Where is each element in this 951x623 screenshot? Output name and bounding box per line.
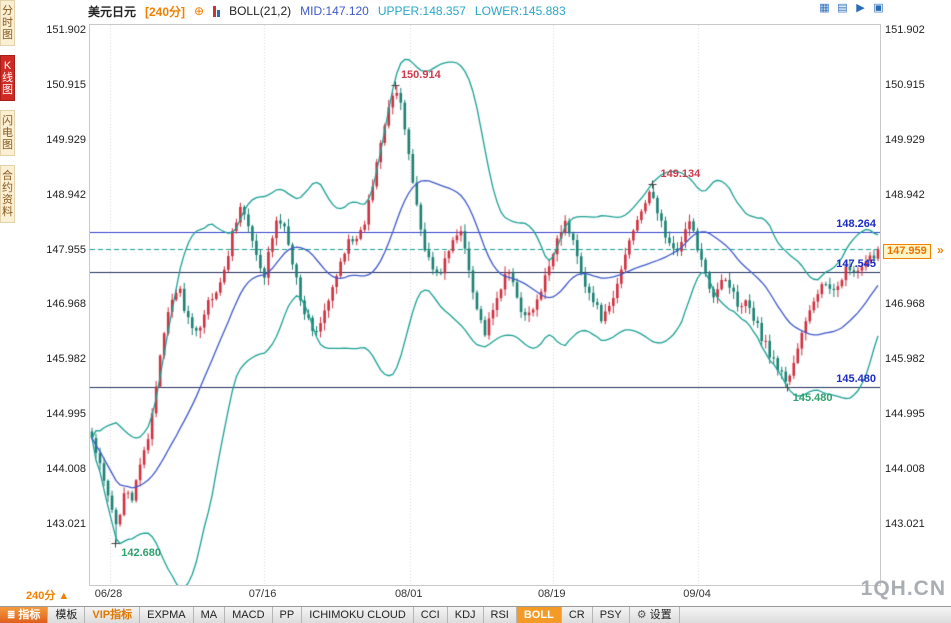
toolbar-item-rsi[interactable]: RSI <box>484 607 517 623</box>
symbol-name: 美元日元 <box>88 4 137 19</box>
toolbar-item-label: EXPMA <box>147 608 186 621</box>
y-axis-label-left: 148.942 <box>46 188 86 201</box>
sidebar-item-time-chart[interactable]: 分时图 <box>0 0 15 46</box>
toolbar-item-expma[interactable]: EXPMA <box>140 607 194 623</box>
toolbar-item-label: KDJ <box>454 608 476 621</box>
toolbar-item-cr[interactable]: CR <box>562 607 593 623</box>
toolbar-item-pp[interactable]: PP <box>273 607 303 623</box>
toolbar-item-label: 指标 <box>18 608 41 621</box>
y-axis-label-right: 145.982 <box>885 353 925 366</box>
arrange-windows-icon[interactable]: ▣ <box>873 2 884 14</box>
toolbar-item-label: RSI <box>490 608 509 621</box>
price-annotation: 145.480 <box>792 392 833 405</box>
toolbar-item-label: VIP指标 <box>92 608 133 621</box>
toolbar-item-kdj[interactable]: KDJ <box>448 607 484 623</box>
sidebar: 分时图 K线图闪电图合约资料 <box>0 0 15 623</box>
toolbar-item-indicators[interactable]: ≣ 指标 <box>0 607 49 623</box>
boll-lower-value: LOWER:145.883 <box>474 4 566 18</box>
footer-up-arrow-icon: ▲ <box>58 590 70 602</box>
toolbar-item-label: ICHIMOKU CLOUD <box>309 608 406 621</box>
indicator-name: BOLL(21,2) <box>229 4 292 18</box>
gear-icon: ⚙ <box>636 608 647 621</box>
toolbar-item-label: CR <box>568 608 585 621</box>
toolbar-item-boll[interactable]: BOLL <box>516 607 562 623</box>
toolbar-item-label: MACD <box>232 608 265 621</box>
x-axis-label: 08/01 <box>394 588 423 600</box>
y-axis-label-right: 144.008 <box>885 463 925 476</box>
price-annotation: 142.680 <box>121 546 162 559</box>
y-axis-label-left: 144.995 <box>46 408 86 421</box>
y-axis-label-right: 149.929 <box>885 133 925 146</box>
y-axis-label-right: 146.968 <box>885 298 925 311</box>
toolbar-item-label: 模板 <box>55 608 78 621</box>
y-axis-label-right: 150.915 <box>885 78 925 91</box>
level-label: 145.480 <box>836 373 876 386</box>
footer-period-label: 240分 <box>26 590 56 602</box>
toolbar-item-templates[interactable]: 模板 <box>48 607 86 623</box>
y-axis-label-left: 145.982 <box>46 353 86 366</box>
kline-icon <box>213 5 221 17</box>
x-axis-label: 08/19 <box>537 588 566 600</box>
x-axis-label: 06/28 <box>94 588 123 600</box>
chart-header: 美元日元 [240分] ⊕ BOLL(21,2) MID:147.120 UPP… <box>88 3 566 19</box>
boll-upper-value: UPPER:148.357 <box>377 4 466 18</box>
sidebar-item-contract-info[interactable]: 合约资料 <box>0 165 15 223</box>
toolbar-item-psy[interactable]: PSY <box>593 607 630 623</box>
y-axis-label-left: 146.968 <box>46 298 86 311</box>
chart-plot-area[interactable] <box>89 24 881 586</box>
level-label: 148.264 <box>836 218 876 231</box>
toolbar-item-label: MA <box>200 608 218 621</box>
toolbar-item-label: PP <box>279 608 295 621</box>
level-label: 147.545 <box>836 258 876 271</box>
toolbar-item-label: CCI <box>420 608 440 621</box>
chart-canvas[interactable] <box>90 25 880 585</box>
arrange-grid-icon[interactable]: ▦ <box>819 2 830 14</box>
boll-mid-value: MID:147.120 <box>300 4 369 18</box>
toolbar-item-cci[interactable]: CCI <box>414 607 448 623</box>
toolbar-item-ichimoku-cloud[interactable]: ICHIMOKU CLOUD <box>302 607 414 623</box>
toolbar-item-vip-indicators[interactable]: VIP指标 <box>85 607 141 623</box>
x-axis-label: 07/16 <box>248 588 277 600</box>
y-axis-label-left: 143.021 <box>46 517 86 530</box>
add-indicator-icon[interactable]: ⊕ <box>194 4 205 18</box>
x-axis-label: 09/04 <box>683 588 711 600</box>
period-label: [240分] <box>145 4 186 19</box>
auto-play-icon[interactable]: ▶ <box>856 2 865 14</box>
y-axis-label-left: 151.902 <box>46 24 86 36</box>
y-axis-label-left: 150.915 <box>46 78 86 91</box>
toolbar-item-macd[interactable]: MACD <box>225 607 273 623</box>
y-axis-label-left: 144.008 <box>46 463 86 476</box>
watermark: 1QH.CN <box>860 577 946 600</box>
y-axis-label-right: 143.021 <box>885 517 925 530</box>
sidebar-item-lightning-chart[interactable]: 闪电图 <box>0 110 15 156</box>
footer-period: 240分 ▲ <box>26 587 69 603</box>
sidebar-item-kline-chart[interactable]: K线图 <box>0 55 15 101</box>
toolbar-item-label: 设置 <box>649 608 672 621</box>
price-annotation: 150.914 <box>400 68 441 81</box>
arrange-tile-icon[interactable]: ▤ <box>837 2 848 14</box>
y-axis-label-right: 148.942 <box>885 188 925 201</box>
y-axis-label-right: 151.902 <box>885 24 925 36</box>
toolbar-item-ma[interactable]: MA <box>194 607 226 623</box>
y-axis-label-right: 144.995 <box>885 408 925 421</box>
y-axis-label-left: 147.955 <box>46 243 86 256</box>
indicator-list-icon: ≣ <box>7 609 16 621</box>
price-annotation: 149.134 <box>660 167 701 180</box>
window-controls: ▦ ▤ ▶ ▣ <box>818 2 885 15</box>
price-nav-icon[interactable]: » <box>937 243 944 258</box>
y-axis-label-left: 149.929 <box>46 133 86 146</box>
current-price-badge: 147.959 <box>883 244 931 260</box>
toolbar-item-label: PSY <box>599 608 622 621</box>
toolbar: ≣ 指标 模板 VIP指标 EXPMA MA MACD PP ICHIMOKU CLOUD CCI… <box>0 606 951 623</box>
toolbar-item-label: BOLL <box>523 608 554 621</box>
toolbar-item-settings[interactable]: ⚙ 设置 <box>630 607 680 623</box>
